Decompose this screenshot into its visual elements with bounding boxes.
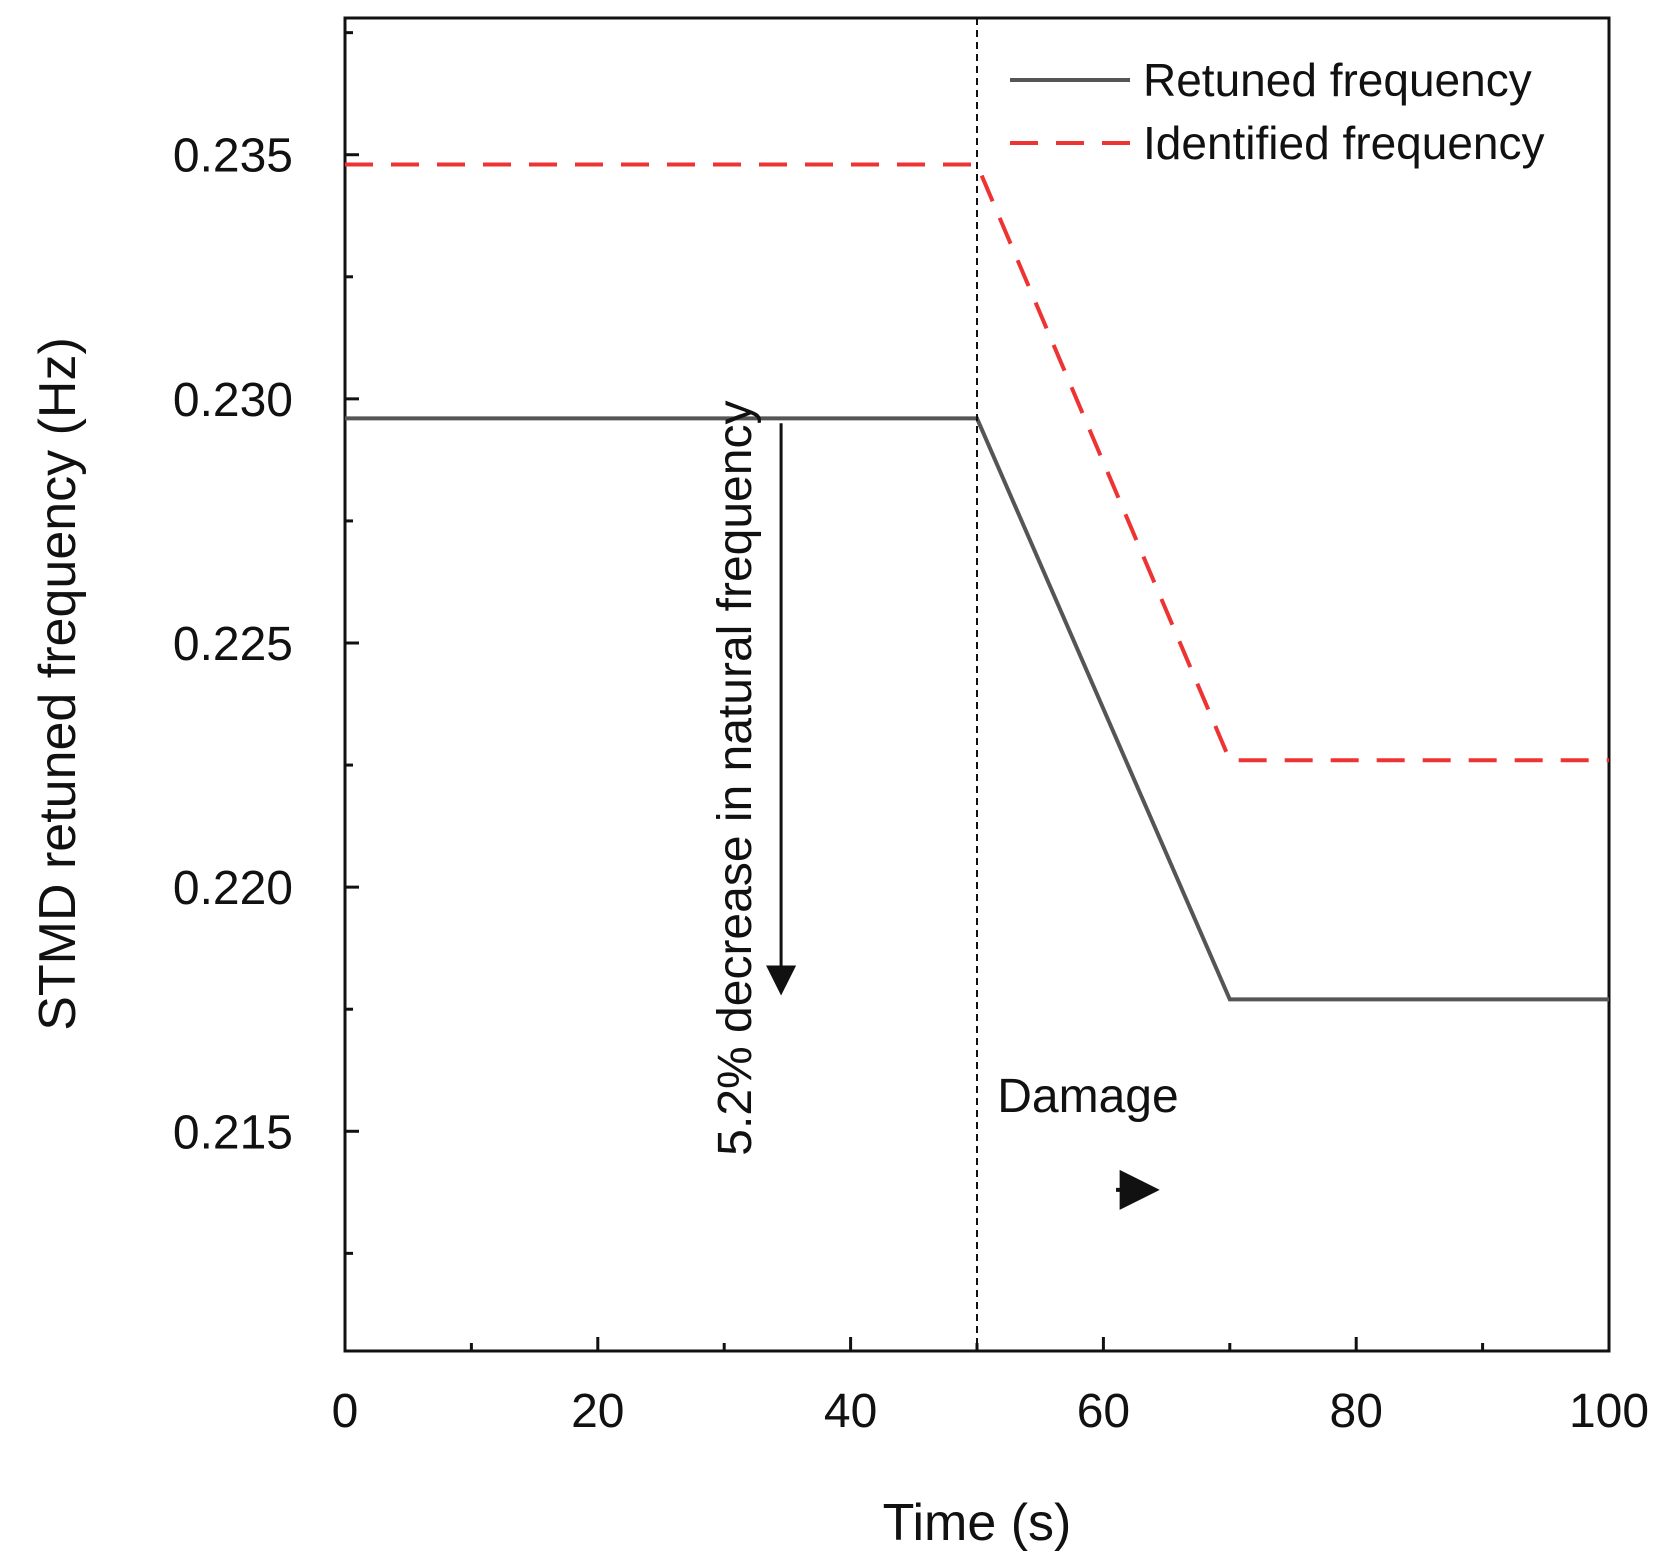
x-tick-label: 60: [1077, 1385, 1130, 1438]
x-tick-label: 80: [1330, 1385, 1383, 1438]
annotation-layer: 5.2% decrease in natural frequency Damage: [709, 18, 1179, 1351]
x-tick-label: 0: [332, 1385, 359, 1438]
x-tick-label: 100: [1569, 1385, 1649, 1438]
retuned-frequency-line: [345, 416, 1609, 1002]
legend-label-identified: Identified frequency: [1143, 117, 1545, 169]
legend-label-retuned: Retuned frequency: [1143, 54, 1532, 106]
y-tick-label: 0.220: [173, 862, 293, 915]
decrease-annotation: 5.2% decrease in natural frequency: [709, 401, 762, 1156]
series-layer: [345, 162, 1609, 1002]
y-tick-label: 0.230: [173, 374, 293, 427]
y-tick-label: 0.225: [173, 618, 293, 671]
x-axis-ticks: 0 20 40 60 80 100: [332, 1337, 1649, 1438]
y-tick-label: 0.235: [173, 130, 293, 183]
y-axis-title: STMD retuned frequency (Hz): [29, 337, 87, 1031]
y-axis-ticks: 0.215 0.220 0.225 0.230 0.235: [173, 31, 359, 1255]
x-tick-label: 20: [571, 1385, 624, 1438]
x-tick-label: 40: [824, 1385, 877, 1438]
damage-annotation: Damage: [997, 1070, 1178, 1123]
legend: Retuned frequency Identified frequency: [1010, 54, 1545, 169]
x-axis-title: Time (s): [883, 1494, 1072, 1552]
y-tick-label: 0.215: [173, 1106, 293, 1159]
